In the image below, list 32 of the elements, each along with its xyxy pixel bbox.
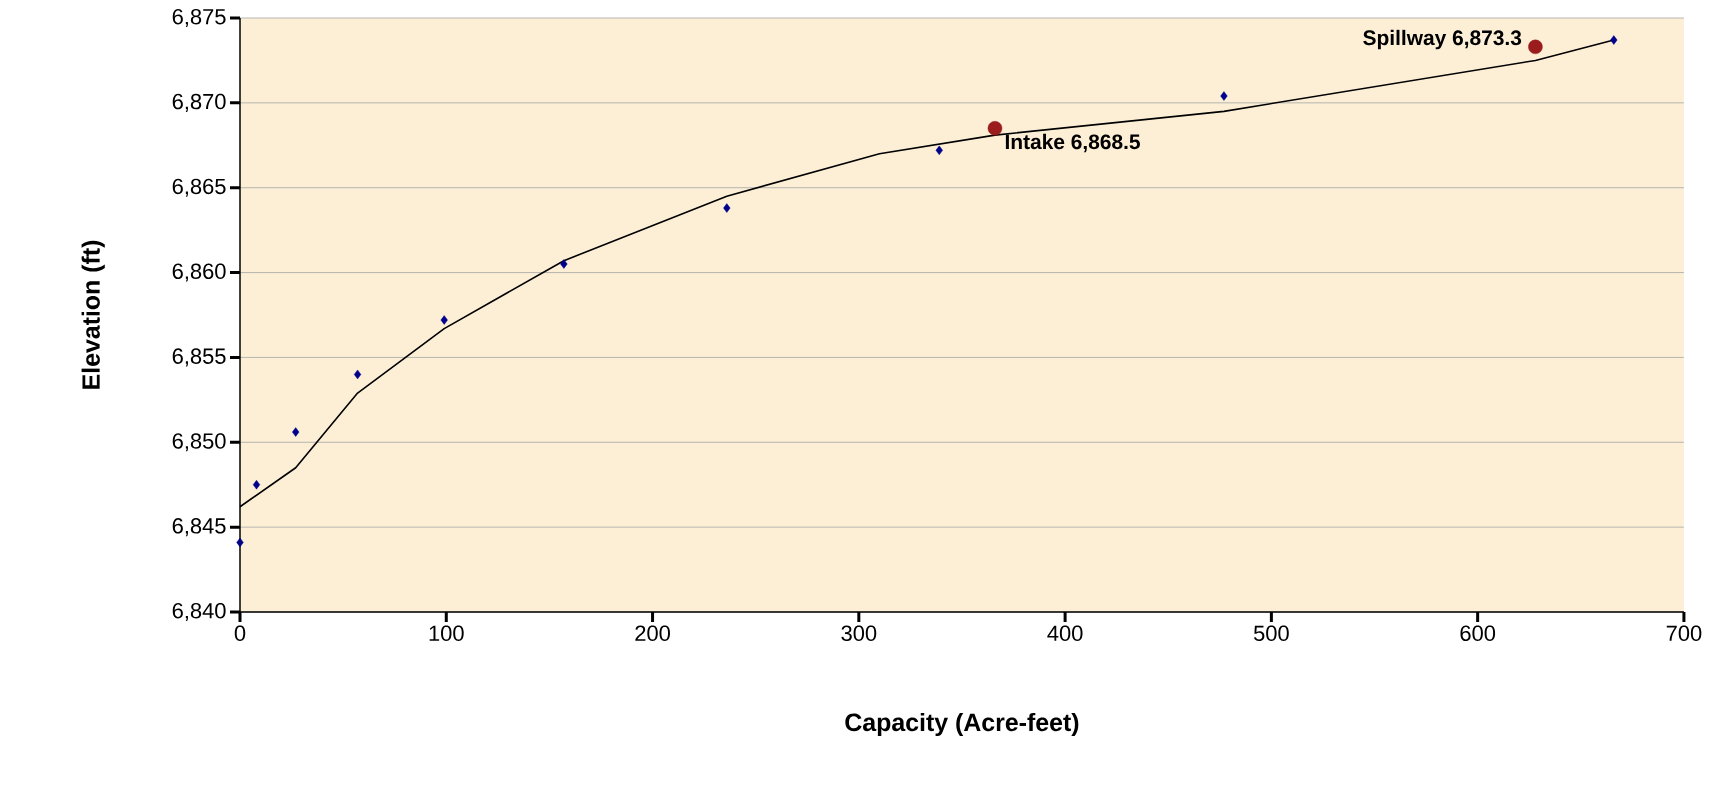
y-axis-title: Elevation (ft) bbox=[81, 240, 105, 389]
point bbox=[560, 259, 568, 269]
y-tick-label: 6,865 bbox=[172, 178, 226, 197]
point bbox=[1220, 91, 1228, 101]
x-axis-title: Capacity (Acre-feet) bbox=[845, 712, 1079, 737]
x-tick-label: 0 bbox=[234, 625, 246, 642]
point bbox=[236, 537, 244, 548]
annotation: Intake 6,868.5 bbox=[1005, 133, 1140, 153]
x-tick-label: 100 bbox=[429, 625, 464, 642]
x-tick-label: 700 bbox=[1666, 625, 1702, 642]
point bbox=[723, 203, 731, 213]
point bbox=[935, 145, 943, 156]
x-tick-label: 500 bbox=[1253, 625, 1289, 642]
point bbox=[1610, 35, 1618, 45]
point bbox=[1528, 39, 1543, 55]
y-tick-label: 6,875 bbox=[172, 8, 226, 28]
annotation: Spillway 6,873.3 bbox=[1363, 29, 1522, 50]
y-tick-label: 6,860 bbox=[172, 263, 226, 282]
x-tick-label: 400 bbox=[1047, 625, 1083, 642]
y-tick-label: 6,870 bbox=[172, 93, 226, 112]
point bbox=[292, 427, 300, 437]
point bbox=[252, 480, 261, 490]
y-tick-label: 6,855 bbox=[172, 348, 226, 367]
y-tick-label: 6,850 bbox=[172, 433, 226, 452]
y-tick-label: 6,845 bbox=[172, 518, 226, 537]
x-tick-label: 600 bbox=[1460, 625, 1496, 642]
y-tick-label: 6,840 bbox=[172, 602, 226, 622]
x-tick-label: 300 bbox=[841, 625, 877, 642]
point bbox=[440, 315, 448, 325]
point bbox=[354, 369, 362, 380]
x-tick-label: 200 bbox=[635, 625, 670, 642]
point bbox=[987, 121, 1003, 136]
